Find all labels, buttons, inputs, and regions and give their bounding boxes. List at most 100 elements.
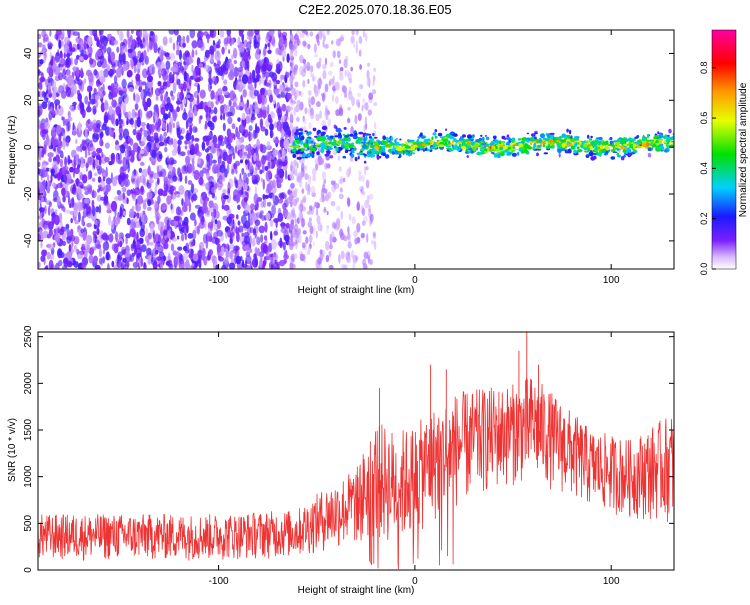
signal-cell — [518, 143, 524, 148]
noise-cell — [96, 194, 102, 202]
noise-cell — [251, 237, 256, 247]
noise-cell — [266, 201, 272, 207]
noise-cell — [93, 32, 98, 42]
noise-cell — [257, 93, 262, 105]
noise-cell — [324, 57, 328, 66]
signal-cell — [506, 153, 511, 156]
signal-cell — [295, 129, 299, 132]
noise-cell — [99, 38, 105, 43]
noise-cell — [259, 118, 264, 128]
noise-cell — [312, 167, 317, 177]
noise-cell — [248, 235, 252, 246]
noise-cell — [81, 264, 87, 269]
noise-cell — [228, 262, 236, 269]
signal-cell — [302, 152, 306, 155]
noise-cell — [267, 113, 272, 123]
spectrogram-frame — [37, 29, 675, 270]
noise-cell — [211, 236, 218, 244]
noise-cell — [278, 259, 286, 267]
signal-cell — [329, 139, 332, 142]
signal-cell — [453, 138, 457, 142]
noise-cell — [348, 213, 352, 221]
signal-cell — [539, 133, 546, 139]
noise-cell — [96, 91, 104, 100]
colorbar: 0.00.20.40.60.8 Normalized spectral ampl… — [699, 29, 749, 275]
noise-cell — [225, 142, 228, 149]
noise-cell — [237, 204, 241, 210]
noise-cell — [324, 44, 329, 49]
noise-cell — [78, 56, 85, 61]
noise-cell — [223, 79, 228, 85]
noise-cell — [69, 166, 74, 173]
noise-cell — [266, 256, 272, 261]
y-tick-label: 2500 — [23, 325, 34, 348]
signal-cell — [335, 128, 342, 133]
noise-cell — [319, 157, 324, 165]
noise-cell — [82, 174, 88, 184]
noise-cell — [132, 128, 137, 136]
signal-cell — [587, 148, 591, 152]
noise-cell — [138, 79, 143, 91]
noise-cell — [119, 240, 123, 248]
noise-cell — [308, 217, 312, 222]
noise-cell — [179, 228, 184, 235]
noise-cell — [39, 59, 44, 65]
noise-cell — [50, 208, 55, 214]
signal-cell — [374, 150, 379, 153]
noise-cell — [147, 206, 152, 211]
noise-cell — [317, 257, 322, 265]
noise-cell — [134, 119, 137, 130]
noise-cell — [168, 71, 173, 82]
noise-cell — [93, 255, 98, 263]
signal-cell — [407, 153, 413, 156]
signal-cell — [430, 146, 436, 149]
noise-cell — [169, 37, 173, 44]
noise-cell — [254, 30, 260, 36]
signal-cell — [367, 144, 370, 147]
noise-cell — [111, 69, 117, 74]
signal-cell — [348, 133, 354, 137]
signal-cell — [311, 153, 315, 159]
noise-cell — [175, 193, 181, 198]
noise-cell — [77, 225, 81, 230]
noise-cell — [245, 144, 249, 152]
noise-cell — [218, 38, 221, 45]
noise-cell — [140, 186, 144, 192]
noise-cell — [215, 63, 221, 72]
noise-cell — [373, 102, 378, 107]
noise-cell — [299, 54, 304, 64]
signal-cell — [335, 146, 339, 152]
noise-cell — [289, 50, 294, 60]
noise-cell — [228, 150, 232, 155]
noise-cell — [191, 40, 198, 49]
signal-cell — [601, 142, 607, 146]
noise-cell — [150, 135, 155, 143]
signal-cell — [341, 144, 345, 149]
noise-cell — [92, 236, 95, 244]
signal-cell — [587, 144, 592, 147]
noise-cell — [134, 93, 140, 104]
noise-cell — [215, 44, 221, 49]
noise-cell — [59, 52, 64, 59]
signal-cell — [485, 136, 490, 141]
noise-cell — [336, 50, 341, 59]
noise-cell — [279, 36, 284, 47]
signal-cell — [432, 132, 437, 136]
signal-cell — [355, 140, 358, 144]
noise-cell — [247, 145, 254, 156]
signal-cell — [305, 149, 308, 152]
noise-cell — [182, 52, 188, 61]
signal-cell — [458, 143, 462, 147]
noise-cell — [263, 256, 267, 267]
noise-cell — [142, 202, 147, 210]
noise-cell — [323, 206, 326, 212]
noise-cell — [60, 204, 64, 209]
noise-cell — [187, 180, 193, 185]
noise-cell — [133, 92, 136, 102]
signal-cell — [467, 150, 471, 153]
noise-cell — [241, 167, 245, 175]
colorbar-ticks: 0.00.20.40.60.8 — [699, 61, 716, 275]
noise-cell — [58, 212, 63, 223]
noise-cell — [182, 42, 186, 48]
